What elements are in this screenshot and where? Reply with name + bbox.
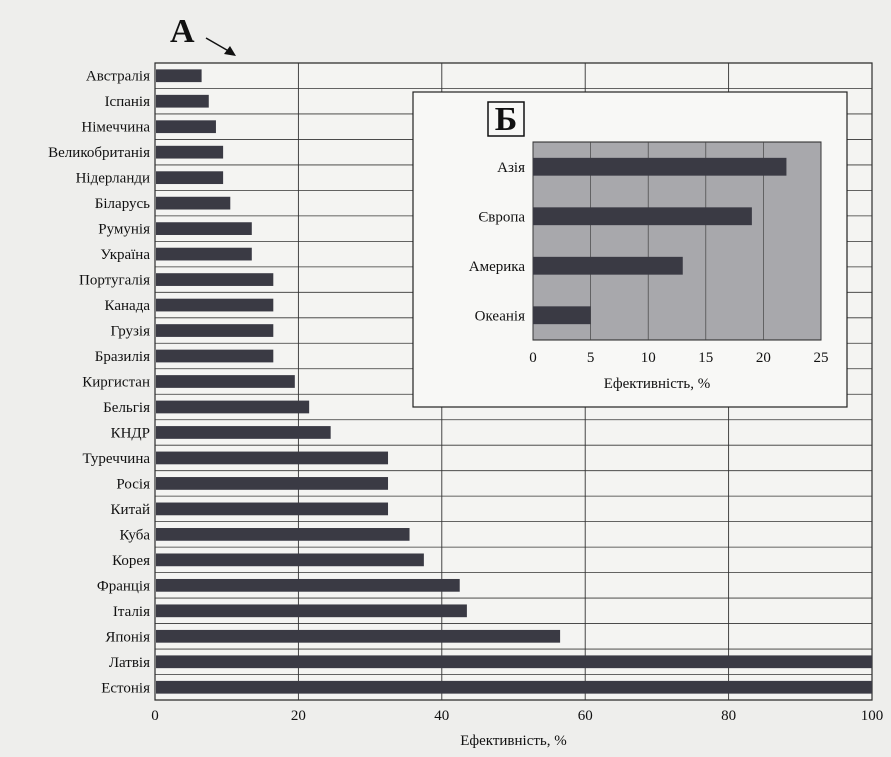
x-tick-label-b: 20	[756, 350, 771, 366]
x-tick-label-b: 0	[529, 350, 537, 366]
bar-a	[156, 196, 231, 210]
x-tick-label-a: 80	[721, 708, 736, 724]
bar-a	[156, 145, 224, 159]
bar-a	[156, 629, 561, 643]
panel-label-box-b	[487, 101, 525, 137]
x-tick-label-a: 60	[578, 708, 593, 724]
category-label-a: Іспанія	[105, 94, 151, 110]
bar-b	[533, 256, 683, 275]
category-label-a: Нідерланди	[76, 171, 150, 187]
category-label-a: Біларусь	[95, 196, 150, 212]
category-label-a: Італія	[113, 604, 150, 620]
bar-a	[156, 553, 424, 567]
panel-label-b: Б	[495, 101, 517, 138]
bar-a	[156, 477, 389, 490]
bar-a	[156, 502, 389, 516]
bar-a	[156, 426, 331, 439]
bar-b	[533, 306, 591, 325]
bar-a	[156, 400, 310, 414]
category-label-a: Бразилія	[95, 349, 150, 365]
bar-a	[156, 604, 467, 618]
x-tick-label-b: 15	[698, 350, 713, 366]
bar-a	[156, 349, 274, 363]
bar-b	[533, 207, 752, 226]
category-label-a: Франція	[97, 578, 150, 594]
x-tick-label-a: 40	[434, 708, 449, 724]
bar-a	[156, 273, 274, 286]
category-label-a: Куба	[120, 527, 151, 543]
bar-a	[156, 298, 274, 312]
arrow-head-icon	[224, 46, 236, 56]
category-label-a: Австралія	[86, 69, 150, 85]
bar-a	[156, 375, 295, 388]
x-tick-label-a: 20	[291, 708, 306, 724]
bar-a	[156, 655, 872, 669]
bar-a	[156, 680, 872, 694]
x-tick-label-a: 100	[861, 708, 884, 724]
category-label-a: Грузія	[110, 324, 150, 340]
category-label-a: Китай	[111, 502, 150, 518]
bar-a	[156, 171, 224, 185]
bar-a	[156, 222, 252, 235]
category-label-a: Німеччина	[81, 120, 150, 136]
category-label-a: Бельгія	[103, 400, 150, 416]
x-axis-label-b: Ефективність, %	[604, 376, 711, 392]
category-label-b: Азія	[497, 160, 525, 176]
category-label-a: Португалія	[79, 273, 150, 289]
category-label-a: Корея	[112, 553, 150, 569]
category-label-a: Румунія	[98, 222, 150, 238]
bar-a	[156, 69, 202, 83]
x-tick-label-b: 5	[587, 350, 595, 366]
bar-a	[156, 324, 274, 337]
category-label-b: Європа	[478, 209, 525, 225]
bar-a	[156, 120, 216, 134]
category-label-a: Росія	[116, 476, 150, 492]
category-label-a: Канада	[105, 298, 151, 314]
bar-a	[156, 451, 389, 465]
bar-a	[156, 94, 209, 108]
x-tick-label-b: 10	[641, 350, 656, 366]
category-label-a: КНДР	[111, 425, 150, 441]
category-label-a: Латвія	[109, 655, 150, 671]
bar-b	[533, 157, 787, 176]
category-label-a: Великобританія	[48, 145, 150, 161]
category-label-a: Україна	[100, 247, 150, 263]
category-label-b: Океанія	[475, 308, 525, 324]
bar-a	[156, 247, 252, 261]
category-label-a: Естонія	[101, 680, 150, 696]
category-label-a: Японія	[105, 629, 150, 645]
category-label-b: Америка	[469, 259, 526, 275]
x-tick-label-b: 25	[814, 350, 829, 366]
x-tick-label-a: 0	[151, 708, 159, 724]
bar-a	[156, 528, 410, 541]
bar-a	[156, 578, 460, 592]
x-axis-label-a: Ефективність, %	[460, 733, 567, 749]
category-label-a: Туреччина	[83, 451, 151, 467]
category-label-a: Киргистан	[82, 375, 150, 391]
panel-label-a: А	[170, 13, 195, 50]
